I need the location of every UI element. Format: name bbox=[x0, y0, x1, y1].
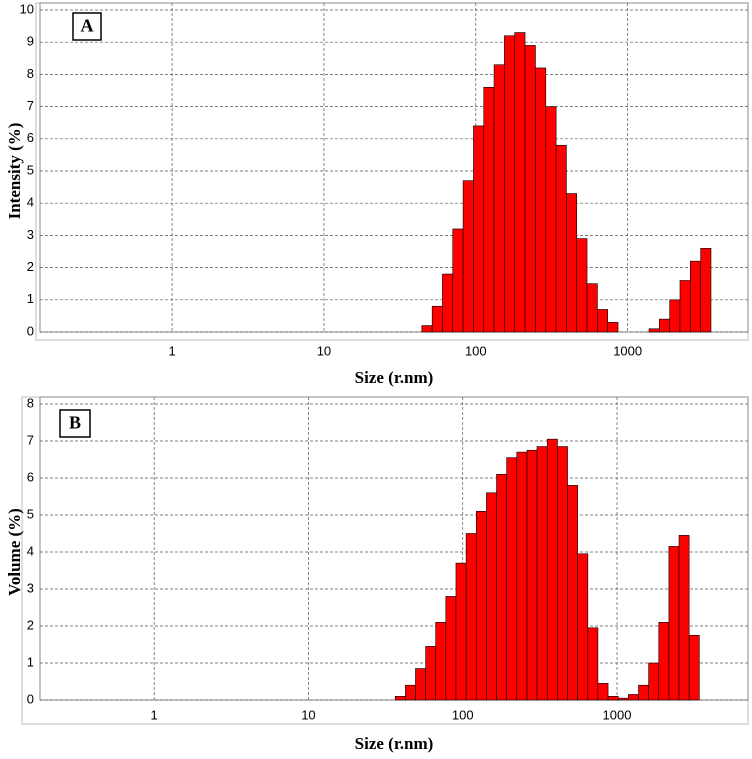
bar bbox=[405, 684, 416, 701]
bar bbox=[516, 451, 528, 701]
bar bbox=[555, 144, 567, 333]
y-tick-label: 8 bbox=[27, 395, 34, 410]
y-tick-label: 5 bbox=[27, 162, 34, 177]
y-tick-label: 3 bbox=[27, 227, 34, 242]
x-tick-label: 100 bbox=[452, 707, 474, 722]
panel-label: B bbox=[69, 413, 81, 433]
bar bbox=[638, 684, 649, 701]
bar bbox=[536, 446, 548, 701]
bar bbox=[597, 683, 609, 701]
x-tick-label: 1000 bbox=[603, 707, 632, 722]
bar bbox=[566, 193, 578, 333]
y-tick-label: 0 bbox=[27, 323, 34, 338]
y-tick-label: 8 bbox=[27, 66, 34, 81]
bar bbox=[668, 546, 680, 701]
y-tick-label: 7 bbox=[27, 98, 34, 113]
plot-area bbox=[39, 396, 749, 701]
bar bbox=[435, 621, 447, 701]
bar bbox=[431, 305, 443, 333]
x-tick-label: 10 bbox=[301, 707, 315, 722]
bar bbox=[452, 228, 464, 333]
bar bbox=[526, 449, 538, 701]
bar bbox=[425, 646, 436, 701]
bar bbox=[455, 562, 467, 701]
bar bbox=[586, 283, 598, 333]
y-tick-label: 9 bbox=[27, 34, 34, 49]
bar bbox=[546, 438, 558, 701]
bar bbox=[545, 106, 557, 333]
y-tick-label: 2 bbox=[27, 259, 34, 274]
bar bbox=[576, 238, 588, 333]
bar bbox=[445, 596, 457, 701]
bar bbox=[688, 634, 700, 701]
x-tick-label: 1 bbox=[168, 343, 175, 358]
x-tick-label: 10 bbox=[317, 343, 331, 358]
bar bbox=[524, 45, 536, 333]
bar bbox=[506, 457, 518, 701]
y-tick-label: 6 bbox=[27, 130, 34, 145]
bar bbox=[496, 473, 507, 701]
bar bbox=[628, 694, 639, 701]
y-tick-label: 6 bbox=[27, 469, 34, 484]
x-axis-title: Size (r.nm) bbox=[355, 734, 434, 753]
bar bbox=[659, 318, 670, 333]
y-tick-label: 7 bbox=[27, 432, 34, 447]
y-tick-label: 0 bbox=[27, 691, 34, 706]
bar bbox=[473, 125, 485, 333]
bar bbox=[557, 446, 568, 701]
bar bbox=[504, 35, 516, 333]
bar bbox=[690, 260, 701, 333]
bar bbox=[678, 535, 690, 701]
panel-label: A bbox=[81, 16, 94, 36]
bar bbox=[567, 485, 578, 701]
bar bbox=[658, 621, 670, 701]
y-tick-label: 4 bbox=[27, 195, 34, 210]
x-tick-label: 1 bbox=[151, 707, 158, 722]
bar bbox=[465, 533, 477, 701]
bar bbox=[617, 697, 629, 701]
plot-area bbox=[39, 2, 749, 333]
bar bbox=[486, 492, 497, 701]
y-tick-label: 10 bbox=[20, 1, 34, 16]
bar bbox=[442, 273, 454, 333]
bar bbox=[483, 86, 495, 333]
bar bbox=[607, 322, 619, 333]
bar bbox=[577, 553, 589, 701]
x-tick-label: 1000 bbox=[613, 343, 642, 358]
x-axis-title: Size (r.nm) bbox=[355, 368, 434, 387]
y-axis-title: Volume (%) bbox=[5, 508, 24, 596]
x-tick-label: 100 bbox=[465, 343, 487, 358]
bar bbox=[669, 299, 681, 333]
bar bbox=[648, 662, 660, 701]
bar bbox=[700, 247, 712, 333]
panel-label-box bbox=[72, 12, 102, 41]
bar bbox=[493, 64, 505, 333]
bar bbox=[514, 32, 526, 333]
bar bbox=[679, 280, 691, 333]
y-tick-label: 1 bbox=[27, 654, 34, 669]
bar bbox=[421, 325, 433, 333]
bar bbox=[597, 309, 609, 333]
bar bbox=[535, 67, 547, 333]
bar bbox=[587, 627, 599, 701]
bar bbox=[394, 695, 406, 701]
y-axis-title: Intensity (%) bbox=[5, 123, 24, 220]
bar bbox=[415, 668, 426, 701]
y-tick-label: 3 bbox=[27, 580, 34, 595]
bar bbox=[475, 510, 487, 701]
y-tick-label: 1 bbox=[27, 291, 34, 306]
bar bbox=[607, 695, 619, 701]
y-tick-label: 4 bbox=[27, 543, 34, 558]
panel-label-box bbox=[59, 409, 91, 438]
bar bbox=[648, 328, 660, 333]
y-tick-label: 2 bbox=[27, 617, 34, 632]
bar bbox=[462, 180, 474, 333]
y-tick-label: 5 bbox=[27, 506, 34, 521]
